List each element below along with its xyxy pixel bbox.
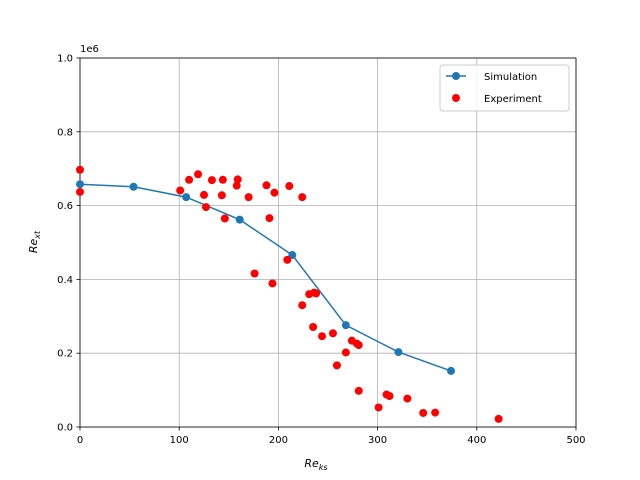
simulation-line: [79, 183, 452, 372]
experiment-point: [76, 165, 84, 174]
simulation-point: [447, 366, 456, 375]
ticks: 0 100 200 300 400 500 0.0 0.2 0.4 0.6 0.8 1.0: [57, 54, 585, 447]
legend: Simulation Experiment: [439, 64, 570, 112]
simulation-series: [76, 180, 456, 375]
experiment-point: [265, 214, 274, 223]
experiment-point: [220, 214, 229, 223]
x-tick-label: 300: [368, 435, 387, 446]
experiment-point: [217, 191, 226, 200]
y-axis-label-sub: xt: [33, 230, 42, 240]
y-axis-label: Rext: [27, 230, 42, 253]
x-axis-label-sub: ks: [319, 463, 328, 472]
experiment-point: [207, 176, 216, 185]
experiment-point: [285, 182, 294, 191]
legend-simulation-marker: [452, 72, 460, 80]
y-tick-label: 0.8: [57, 127, 73, 138]
experiment-point: [354, 386, 363, 395]
legend-box: [439, 64, 570, 112]
y-tick-label: 0.2: [57, 349, 73, 360]
legend-simulation-label: Simulation: [484, 72, 537, 83]
y-tick-label: 0.6: [57, 201, 73, 212]
experiment-point: [341, 348, 350, 357]
y-scale-offset-label: 1e6: [80, 44, 99, 55]
x-tick-label: 500: [566, 435, 585, 446]
y-tick-label: 1.0: [57, 54, 73, 65]
experiment-point: [332, 361, 341, 370]
x-tick-label: 400: [467, 435, 486, 446]
experiment-series: [76, 165, 503, 423]
experiment-point: [431, 408, 440, 417]
experiment-point: [76, 187, 84, 196]
simulation-point: [288, 251, 297, 260]
simulation-point: [235, 215, 244, 224]
experiment-point: [298, 193, 307, 202]
simulation-point: [341, 321, 350, 330]
experiment-point: [218, 175, 227, 184]
experiment-point: [250, 269, 259, 278]
experiment-point: [270, 188, 279, 197]
y-axis-label-main: Re: [27, 239, 40, 254]
x-tick-label: 200: [269, 435, 288, 446]
experiment-point: [374, 403, 383, 412]
grid: [79, 57, 577, 428]
experiment-point: [312, 289, 321, 298]
experiment-point: [200, 190, 208, 199]
experiment-point: [494, 414, 503, 423]
experiment-point: [328, 329, 337, 338]
experiment-point: [309, 323, 318, 332]
x-axis-label: Reks: [304, 457, 327, 472]
experiment-point: [232, 181, 241, 190]
experiment-point: [244, 193, 253, 202]
simulation-point: [182, 193, 191, 202]
plot-frame: [79, 57, 577, 428]
experiment-point: [176, 186, 185, 195]
experiment-point: [403, 394, 412, 403]
experiment-point: [385, 392, 394, 401]
experiment-point: [268, 279, 277, 288]
x-axis-label-main: Re: [304, 457, 319, 470]
experiment-point: [194, 170, 203, 179]
simulation-point: [76, 180, 84, 189]
x-tick-label: 0: [77, 435, 83, 446]
experiment-point: [298, 301, 307, 310]
experiment-point: [318, 332, 327, 341]
legend-experiment-label: Experiment: [484, 94, 542, 105]
y-tick-label: 0.4: [57, 275, 73, 286]
simulation-point: [394, 348, 403, 357]
experiment-point: [283, 255, 292, 264]
simulation-point: [129, 182, 138, 191]
legend-experiment-marker: [452, 94, 460, 102]
experiment-point: [419, 408, 428, 417]
experiment-point: [354, 341, 363, 350]
experiment-point: [262, 181, 271, 190]
x-tick-label: 100: [170, 435, 189, 446]
y-tick-label: 0.0: [57, 423, 73, 434]
experiment-point: [201, 203, 210, 212]
experiment-point: [233, 175, 242, 184]
experiment-point: [185, 175, 194, 184]
